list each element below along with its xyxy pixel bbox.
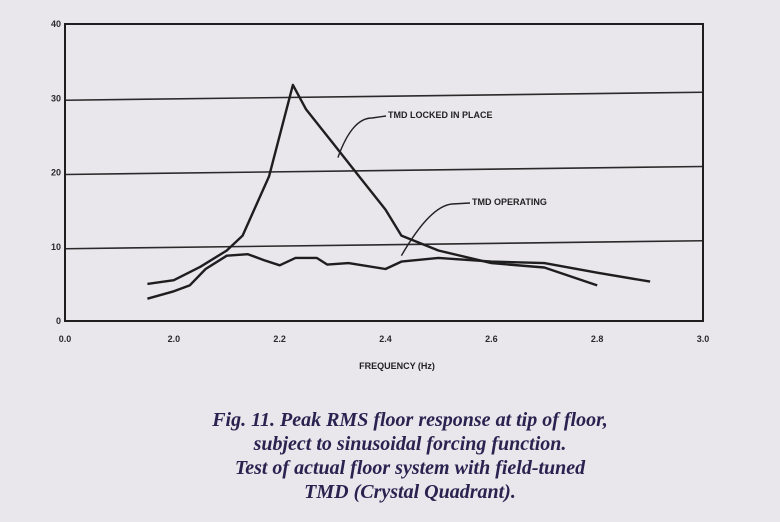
- y-tick-labels: 0 10 20 30 40: [51, 19, 61, 326]
- x-tick-label: 3.0: [697, 334, 710, 344]
- y-tick-label: 0: [56, 316, 61, 326]
- caption-line-2: subject to sinusoidal forcing function.: [253, 433, 567, 455]
- y-tick-label: 40: [51, 19, 61, 29]
- leader-line-tmd-operating: [400, 202, 471, 257]
- annotation-tmd-locked: TMD LOCKED IN PLACE: [388, 110, 493, 120]
- caption-line-3: Test of actual floor system with field-t…: [234, 457, 586, 479]
- caption-line-1: Fig. 11. Peak RMS floor response at tip …: [212, 409, 608, 431]
- x-tick-labels: 0.0 2.0 2.2 2.4 2.6 2.8 3.0: [59, 334, 710, 344]
- gridline: [64, 91, 704, 102]
- series-line-tmd-locked: [147, 83, 598, 287]
- x-tick-label: 2.2: [273, 334, 286, 344]
- gridline: [64, 165, 704, 176]
- series-line-tmd-operating: [147, 253, 651, 300]
- gridline: [64, 239, 704, 250]
- caption-line-4: TMD (Crystal Quadrant).: [304, 481, 516, 503]
- annotation-tmd-operating: TMD OPERATING: [472, 197, 547, 207]
- x-tick-label: 2.8: [591, 334, 604, 344]
- chart: 0 10 20 30 40 0.0 2.0 2.2 2.4 2.6 2.8 3.0 TMD LOCK…: [51, 19, 710, 371]
- x-tick-label: 2.0: [168, 334, 181, 344]
- plot-frame: [64, 23, 704, 322]
- x-tick-label: 2.6: [485, 334, 498, 344]
- x-tick-label: 2.4: [379, 334, 392, 344]
- series-lines: [147, 83, 651, 300]
- leader-line-tmd-locked: [337, 115, 387, 158]
- y-tick-label: 30: [51, 93, 61, 103]
- annotations: TMD LOCKED IN PLACE TMD OPERATING: [337, 110, 547, 257]
- figure-caption: Fig. 11. Peak RMS floor response at tip …: [60, 408, 760, 504]
- gridlines: [64, 91, 704, 250]
- y-tick-label: 10: [51, 242, 61, 252]
- x-axis-label: FREQUENCY (Hz): [359, 361, 435, 371]
- x-tick-label: 0.0: [59, 334, 72, 344]
- y-tick-label: 20: [51, 168, 61, 178]
